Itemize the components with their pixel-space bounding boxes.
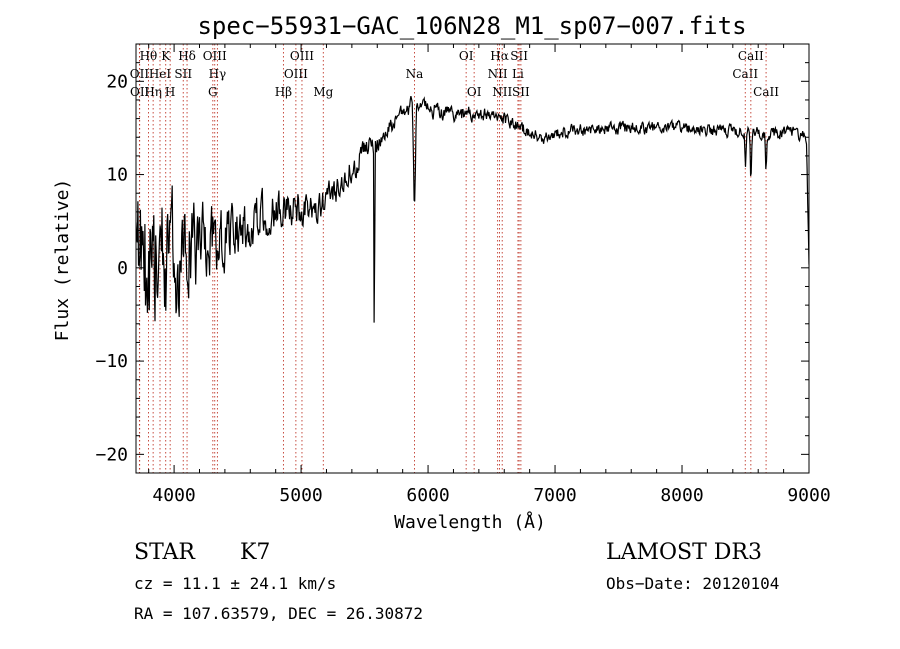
plot-frame xyxy=(135,43,810,474)
chart-title: spec−55931−GAC_106N28_M1_sp07−007.fits xyxy=(197,12,746,40)
line-marker-label: SII xyxy=(174,67,192,81)
line-marker-label: Hη xyxy=(144,85,162,99)
y-tick-label: −10 xyxy=(95,351,128,372)
y-tick-label: −20 xyxy=(95,444,128,465)
line-marker-label: NII xyxy=(488,67,508,81)
obs-date: Obs−Date: 20120104 xyxy=(606,574,779,593)
object-subclass: K7 xyxy=(240,540,270,565)
x-tick-label: 4000 xyxy=(152,485,195,506)
line-marker-label: CaII xyxy=(753,85,779,99)
line-marker-label: CaII xyxy=(738,49,764,63)
y-tick-label: 20 xyxy=(106,71,128,92)
line-marker-label: G xyxy=(208,85,218,99)
line-marker-label: Hα xyxy=(490,49,509,63)
line-marker-label: K xyxy=(161,49,171,63)
line-marker-label: Hδ xyxy=(178,49,196,63)
y-tick-label: 10 xyxy=(106,165,128,186)
line-marker-label: NII xyxy=(492,85,512,99)
y-axis-label: Flux (relative) xyxy=(52,179,73,342)
line-marker-label: OII xyxy=(130,67,150,81)
line-marker-label: OIII xyxy=(290,49,314,63)
line-marker-label: SII xyxy=(510,49,528,63)
line-marker-label: Hβ xyxy=(275,85,292,99)
line-marker-label: HeI xyxy=(149,67,172,81)
redshift-info: cz = 11.1 ± 24.1 km/s xyxy=(134,574,336,593)
line-marker-label: Hγ xyxy=(209,67,227,81)
line-marker-label: Hθ xyxy=(140,49,158,63)
ra-dec: RA = 107.63579, DEC = 26.30872 xyxy=(134,604,423,623)
y-tick-label: 0 xyxy=(117,258,128,279)
x-tick-label: 5000 xyxy=(279,485,322,506)
survey-name: LAMOST DR3 xyxy=(606,540,762,565)
object-class: STAR xyxy=(134,540,196,565)
line-marker-label: SII xyxy=(512,85,530,99)
line-marker-label: H xyxy=(165,85,175,99)
line-marker-label: OII xyxy=(130,85,150,99)
x-tick-label: 7000 xyxy=(533,485,576,506)
line-marker-label: OI xyxy=(467,85,482,99)
x-tick-label: 8000 xyxy=(660,485,703,506)
line-marker-label: CaII xyxy=(732,67,758,81)
x-axis-label: Wavelength (Å) xyxy=(394,511,546,533)
line-marker-label: Li xyxy=(512,67,524,81)
x-tick-label: 6000 xyxy=(406,485,449,506)
line-marker-label: OIII xyxy=(284,67,308,81)
line-marker-label: OIII xyxy=(203,49,227,63)
spectrum-line xyxy=(136,95,809,323)
line-marker-label: Na xyxy=(406,67,424,81)
line-marker-label: OI xyxy=(459,49,474,63)
x-tick-label: 9000 xyxy=(787,485,830,506)
line-marker-label: Mg xyxy=(313,85,333,99)
axis-ticks: 4000 5000 6000 7000 8000 9000 −20 −10 0 10 20 xyxy=(95,44,831,506)
